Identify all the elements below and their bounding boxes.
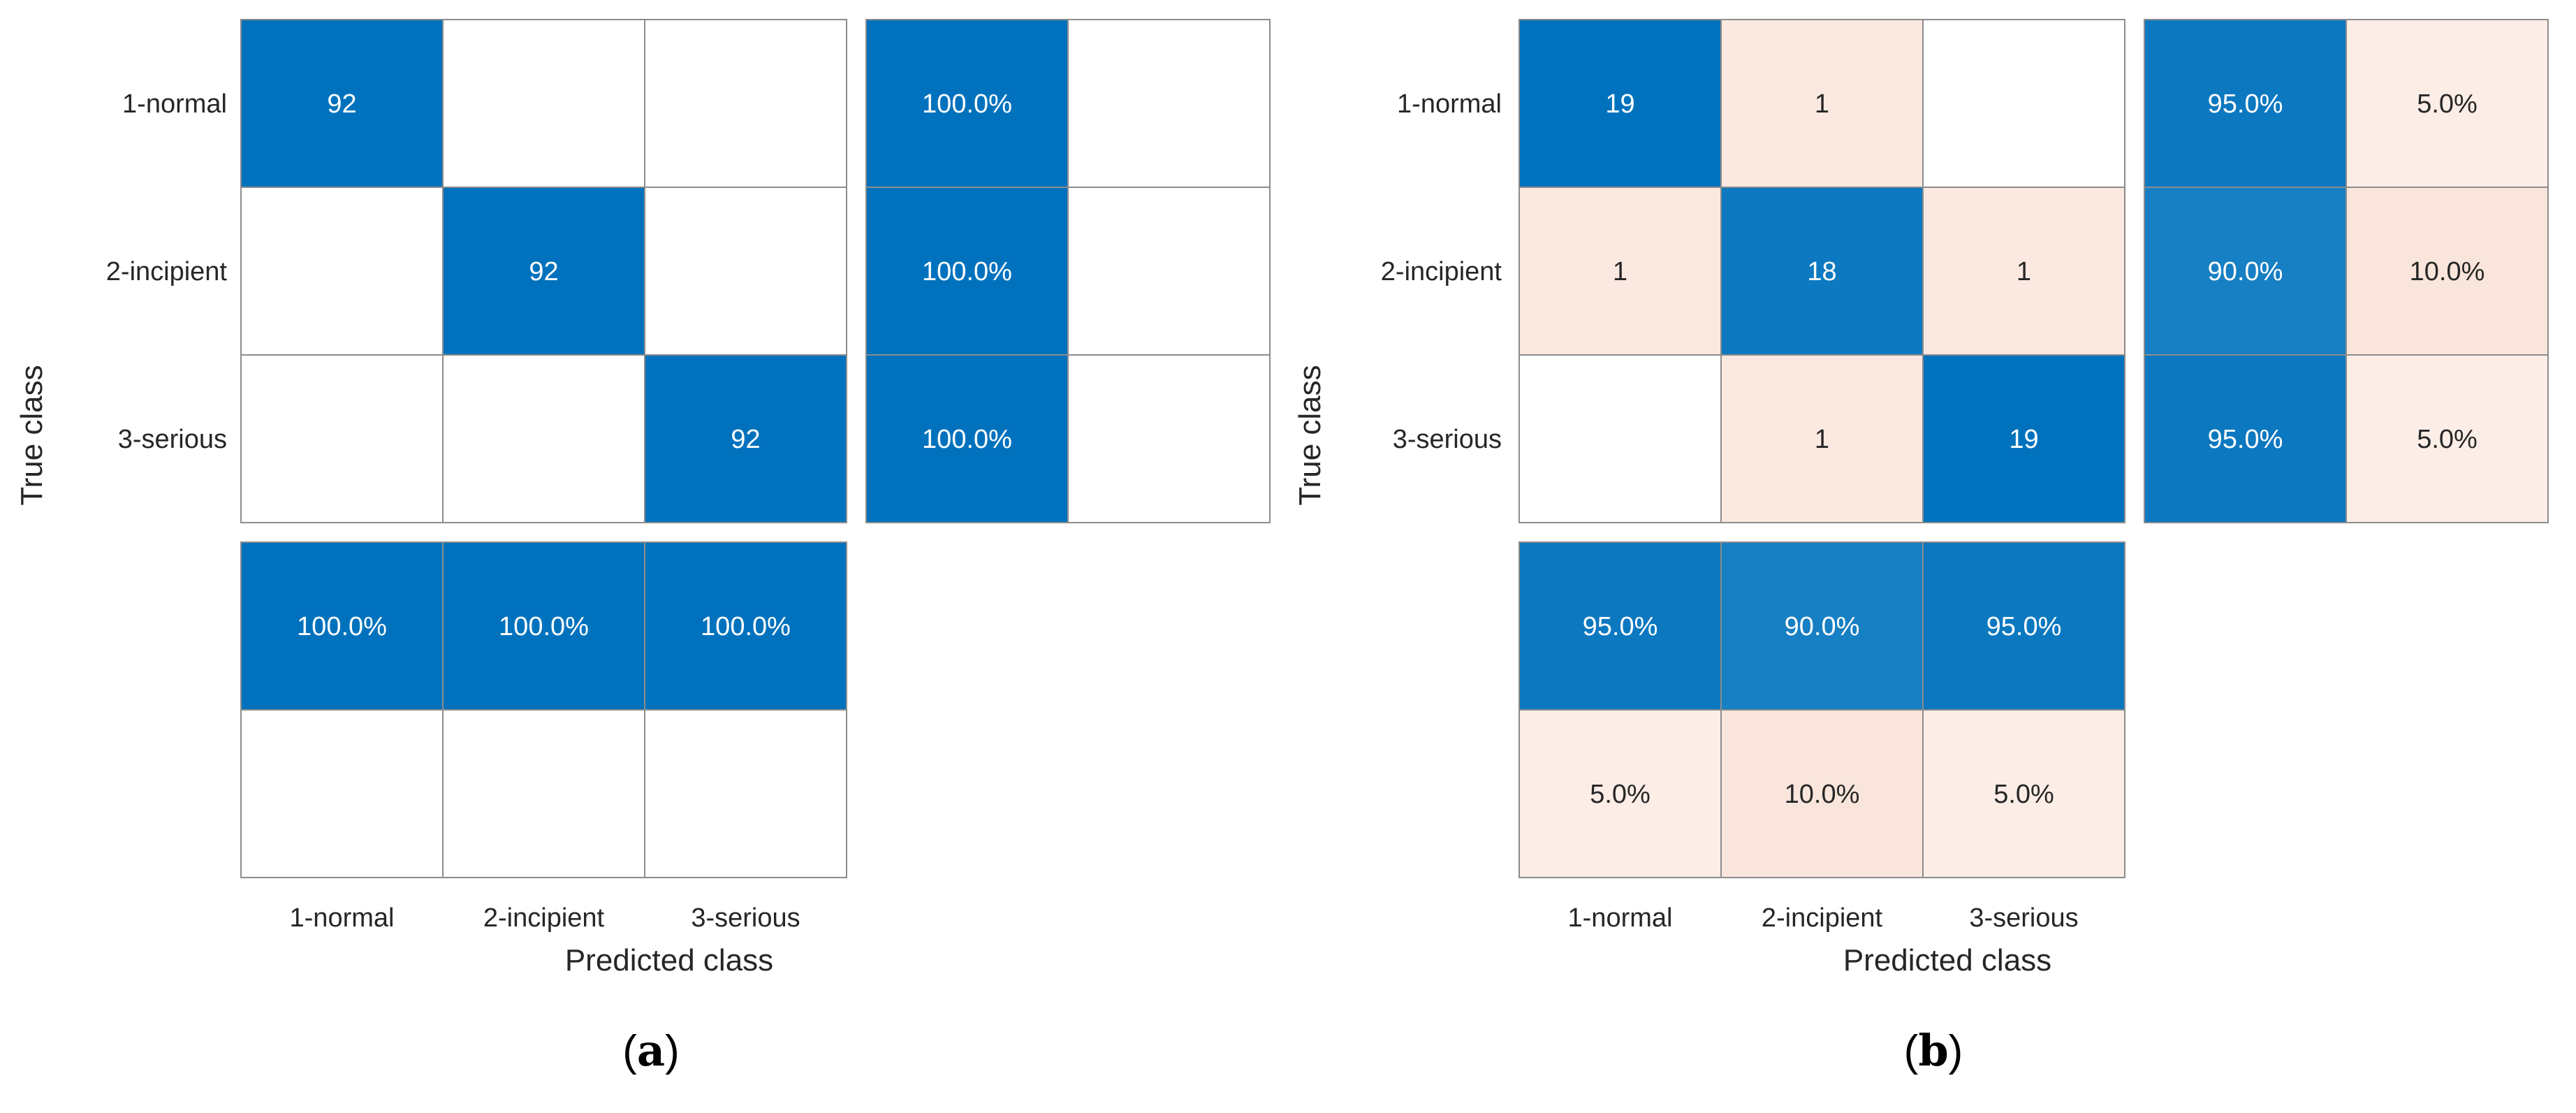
- x-axis-title: Predicted class: [565, 943, 773, 977]
- row-summary-cell-r2-correct: [865, 187, 1069, 356]
- col-summary-cell-c1-correct: [1518, 541, 1722, 711]
- matrix-cell-r2-c1-label: 1: [1613, 257, 1627, 286]
- y-axis-title: True class: [1293, 365, 1327, 505]
- matrix-cell-r2-c3: [644, 187, 847, 356]
- col-summary-cell-c2-correct-label: 90.0%: [1785, 612, 1860, 641]
- x-tick-label: 2-incipient: [1762, 903, 1883, 933]
- col-summary-cell-c3-correct: [1922, 541, 2125, 711]
- matrix-cell-r3-c3: [644, 354, 847, 523]
- col-summary-cell-c2-incorrect: [442, 709, 645, 878]
- col-summary-cell-c2-incorrect-label: 10.0%: [1785, 780, 1860, 809]
- col-summary-cell-c1-incorrect: [240, 709, 444, 878]
- row-summary-cell-r1-correct-label: 95.0%: [2208, 89, 2283, 119]
- matrix-cell-r1-c3: [644, 19, 847, 188]
- row-summary-cell-r1-correct: [2144, 19, 2347, 188]
- row-summary-cell-r3-incorrect: [2346, 354, 2549, 523]
- row-summary-cell-r2-correct-label: 100.0%: [922, 257, 1012, 286]
- row-summary-cell-r2-incorrect-label: 10.0%: [2410, 257, 2485, 286]
- col-summary-cell-c1-correct-label: 95.0%: [1583, 612, 1658, 641]
- row-summary-cell-r1-incorrect: [1067, 19, 1271, 188]
- row-summary-cell-r2-correct: [2144, 187, 2347, 356]
- row-summary-cell-r3-correct: [2144, 354, 2347, 523]
- matrix-cell-r3-c2-label: 1: [1815, 425, 1829, 454]
- col-summary-cell-c2-correct: [442, 541, 645, 711]
- matrix-cell-r3-c2: [442, 354, 645, 523]
- matrix-cell-r3-c2: [1720, 354, 1924, 523]
- col-summary-cell-c3-incorrect: [644, 709, 847, 878]
- matrix-cell-r1-c1: [1518, 19, 1722, 188]
- y-tick-label: 2-incipient: [1381, 257, 1502, 286]
- matrix-cell-r1-c2: [442, 19, 645, 188]
- x-axis-title: Predicted class: [1843, 943, 2051, 977]
- row-summary-cell-r3-correct: [865, 354, 1069, 523]
- confusion-matrix-panel-b: 19 1 1 18 1 1 19 95.0% 5.0% 90.0% 10.0% 95.0% 5.0% 95…: [1293, 19, 2549, 1076]
- matrix-cell-r2-c2-label: 92: [529, 257, 558, 286]
- row-summary-cell-r1-correct-label: 100.0%: [922, 89, 1012, 119]
- matrix-cell-r2-c1: [1518, 187, 1722, 356]
- col-summary-cell-c3-incorrect-label: 5.0%: [1993, 780, 2054, 809]
- row-summary-cell-r3-correct-label: 95.0%: [2208, 425, 2283, 454]
- matrix-cell-r3-c1: [1518, 354, 1722, 523]
- matrix-cell-r3-c3-label: 19: [2009, 425, 2038, 454]
- matrix-cell-r2-c2-label: 18: [1807, 257, 1836, 286]
- matrix-cell-r2-c2: [1720, 187, 1924, 356]
- row-summary-cell-r1-incorrect: [2346, 19, 2549, 188]
- y-axis-title: True class: [15, 365, 49, 505]
- matrix-cell-r1-c1-label: 19: [1605, 89, 1634, 119]
- y-tick-label: 3-serious: [1393, 425, 1502, 454]
- matrix-cell-r2-c3: [1922, 187, 2125, 356]
- matrix-cell-r3-c3-label: 92: [731, 425, 760, 454]
- col-summary-cell-c1-correct-label: 100.0%: [297, 612, 387, 641]
- x-tick-label: 3-serious: [1969, 903, 2078, 933]
- row-summary-cell-r1-incorrect-label: 5.0%: [2417, 89, 2478, 119]
- matrix-cell-r3-c3: [1922, 354, 2125, 523]
- col-summary-cell-c1-incorrect-label: 5.0%: [1590, 780, 1651, 809]
- matrix-cell-r1-c1: [240, 19, 444, 188]
- y-tick-label: 1-normal: [1397, 89, 1502, 119]
- x-tick-label: 3-serious: [691, 903, 800, 933]
- col-summary-cell-c2-correct-label: 100.0%: [499, 612, 589, 641]
- matrix-cell-r2-c3-label: 1: [2017, 257, 2031, 286]
- matrix-cell-r2-c2: [442, 187, 645, 356]
- col-summary-cell-c2-incorrect: [1720, 709, 1924, 878]
- y-tick-label: 2-incipient: [106, 257, 228, 286]
- matrix-cell-r1-c1-label: 92: [327, 89, 356, 119]
- panel-caption: (a): [622, 1025, 680, 1076]
- y-tick-label: 1-normal: [122, 89, 227, 119]
- col-summary-cell-c3-correct-label: 100.0%: [701, 612, 791, 641]
- matrix-cell-r1-c2-label: 1: [1815, 89, 1829, 119]
- y-tick-label: 3-serious: [118, 425, 227, 454]
- col-summary-cell-c3-incorrect: [1922, 709, 2125, 878]
- row-summary-cell-r3-correct-label: 100.0%: [922, 425, 1012, 454]
- confusion-matrix-panel-a: 92 92 92 100.0% 100.0% 100.0% 100.0% 100.0% 100.…: [15, 19, 1271, 1076]
- row-summary-cell-r2-incorrect: [2346, 187, 2549, 356]
- row-summary-cell-r3-incorrect-label: 5.0%: [2417, 425, 2478, 454]
- x-tick-label: 1-normal: [290, 903, 395, 933]
- x-tick-label: 2-incipient: [483, 903, 605, 933]
- matrix-cell-r2-c1: [240, 187, 444, 356]
- col-summary-cell-c3-correct-label: 95.0%: [1986, 612, 2062, 641]
- panel-caption: (b): [1904, 1025, 1963, 1076]
- x-tick-label: 1-normal: [1568, 903, 1673, 933]
- matrix-cell-r1-c3: [1922, 19, 2125, 188]
- row-summary-cell-r2-correct-label: 90.0%: [2208, 257, 2283, 286]
- row-summary-cell-r2-incorrect: [1067, 187, 1271, 356]
- matrix-cell-r3-c1: [240, 354, 444, 523]
- row-summary-cell-r3-incorrect: [1067, 354, 1271, 523]
- row-summary-cell-r1-correct: [865, 19, 1069, 188]
